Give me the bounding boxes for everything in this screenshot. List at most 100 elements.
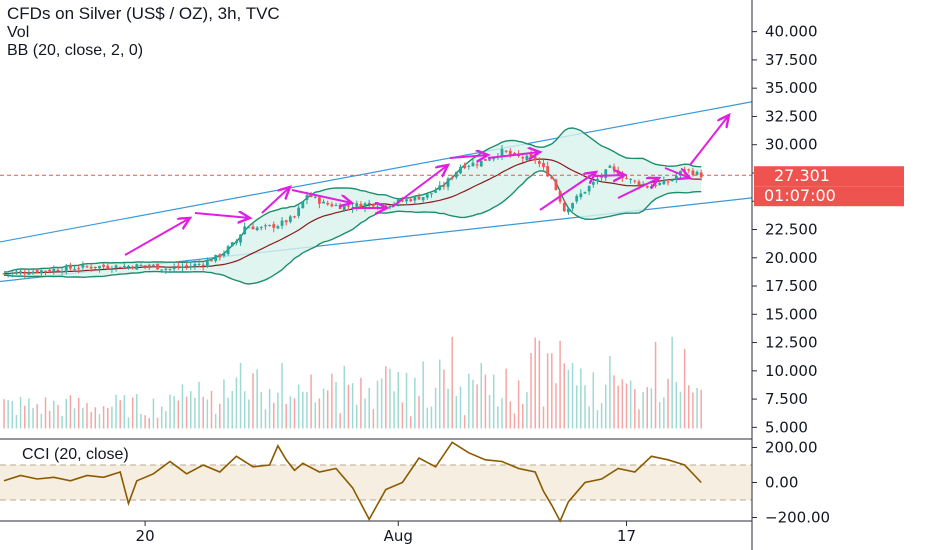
drawn-arrow <box>487 152 540 158</box>
candle-body <box>359 203 363 208</box>
candle <box>218 253 222 261</box>
candle <box>197 260 201 268</box>
candle-body <box>363 203 367 208</box>
candle-body <box>114 265 118 268</box>
candle-body <box>554 179 558 190</box>
chart-title: CFDs on Silver (US$ / OZ), 3h, TVC <box>7 4 280 23</box>
candle-body <box>64 265 68 272</box>
candle-body <box>19 271 22 273</box>
candle <box>318 195 321 209</box>
candle <box>69 262 72 271</box>
price-axis-label: 12.500 <box>765 334 818 352</box>
candle <box>114 264 118 272</box>
candle <box>6 273 10 278</box>
candle-body <box>417 196 421 200</box>
candle <box>670 178 674 182</box>
price-axis-label: 15.000 <box>765 305 818 323</box>
candle <box>413 195 417 204</box>
candle <box>388 205 392 210</box>
candle-body <box>484 159 487 161</box>
candle <box>367 199 371 208</box>
candle <box>421 197 425 203</box>
candle-body <box>98 266 101 269</box>
candle <box>93 266 97 270</box>
drawn-arrow <box>449 155 488 158</box>
candle-body <box>60 271 64 273</box>
candle <box>185 262 188 270</box>
candle <box>268 224 271 227</box>
candle-body <box>508 150 512 155</box>
candle <box>608 164 612 169</box>
price-axis-label: 37.500 <box>765 51 818 69</box>
candle <box>127 264 130 270</box>
cci-axis-label: 200.00 <box>765 439 818 457</box>
candle <box>189 261 193 270</box>
candle <box>280 217 284 230</box>
candle-body <box>89 266 93 269</box>
candle-body <box>210 260 213 262</box>
price-axis-label: 20.000 <box>765 249 818 267</box>
candle <box>463 162 467 170</box>
candle-body <box>93 266 97 268</box>
candle-body <box>454 171 458 178</box>
candle <box>484 159 487 161</box>
candle-body <box>330 204 334 207</box>
candle <box>243 222 247 235</box>
candle-body <box>479 160 483 167</box>
candle <box>44 270 47 276</box>
candle-body <box>293 216 296 218</box>
candle-body <box>35 270 39 273</box>
drawn-arrow <box>617 178 659 199</box>
candle <box>450 174 454 181</box>
candle-body <box>591 181 595 185</box>
candle <box>446 176 450 191</box>
candle <box>201 262 205 271</box>
candle <box>23 268 27 279</box>
candle <box>147 263 151 271</box>
candle <box>64 263 68 275</box>
candle <box>176 261 180 270</box>
candle-body <box>463 165 467 169</box>
candle <box>60 268 64 275</box>
candle-body <box>156 263 159 270</box>
candle-body <box>48 269 52 272</box>
candle-body <box>459 166 462 174</box>
candle <box>160 269 164 273</box>
candle <box>73 265 76 271</box>
candle-body <box>168 268 172 270</box>
candle-body <box>122 265 126 267</box>
candle <box>554 178 558 191</box>
candle-body <box>280 220 284 226</box>
candle <box>355 200 359 211</box>
candle-body <box>533 156 537 161</box>
candle-body <box>525 155 529 161</box>
candle <box>297 205 301 219</box>
candle <box>81 261 85 271</box>
price-axis-label: 35.000 <box>765 79 818 97</box>
candle-body <box>687 169 691 171</box>
candle <box>272 221 276 233</box>
candle <box>110 265 114 273</box>
candle-body <box>434 190 437 193</box>
candle <box>322 199 325 204</box>
candle-body <box>201 264 205 266</box>
candle-body <box>475 164 479 166</box>
candle <box>562 199 566 212</box>
price-axis-label: 5.000 <box>765 418 808 436</box>
candle-body <box>131 266 135 269</box>
candle-body <box>521 157 525 159</box>
candle <box>288 214 292 224</box>
candle <box>255 226 259 232</box>
candle-body <box>575 195 579 202</box>
candle-body <box>81 264 85 268</box>
candle-body <box>284 220 288 223</box>
price-axis-label: 22.500 <box>765 221 818 239</box>
price-axis-label: 7.500 <box>765 390 808 408</box>
candle-body <box>214 254 218 262</box>
candle-body <box>513 152 516 154</box>
drawn-arrow <box>594 175 625 176</box>
candle <box>409 197 413 203</box>
candle <box>181 263 184 272</box>
candle-body <box>139 265 143 267</box>
candle-body <box>421 197 425 201</box>
